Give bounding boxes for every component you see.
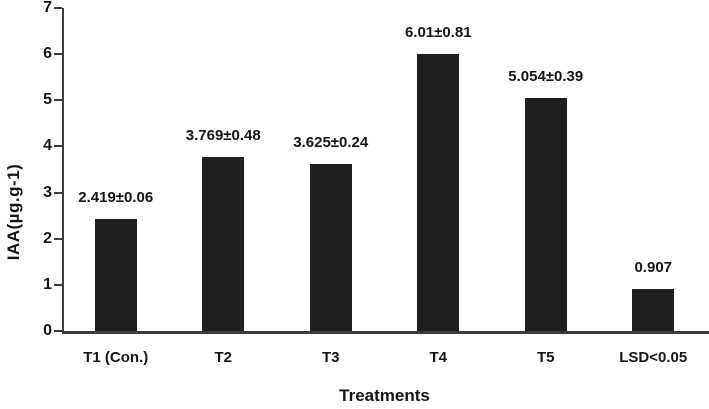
y-tick-label: 4 bbox=[43, 137, 52, 155]
y-tick-mark bbox=[54, 53, 62, 56]
y-tick-mark bbox=[54, 237, 62, 240]
x-tick-label: T3 bbox=[321, 349, 340, 366]
plot-area bbox=[62, 8, 709, 334]
y-tick-label: 0 bbox=[43, 322, 52, 339]
x-tick-label: T1 (Con.) bbox=[83, 349, 149, 366]
y-tick-label: 3 bbox=[43, 183, 52, 201]
y-tick-label: 1 bbox=[43, 275, 52, 293]
y-tick-mark bbox=[54, 7, 62, 9]
bar-value-label: 3.769±0.48 bbox=[185, 127, 261, 144]
y-tick-label: 5 bbox=[43, 91, 52, 109]
y-tick-mark bbox=[54, 99, 62, 102]
bar-6 bbox=[632, 289, 675, 331]
y-tick-label: 2 bbox=[43, 229, 52, 247]
bar-2 bbox=[202, 157, 245, 331]
bar-3 bbox=[309, 164, 352, 331]
bar-value-label: 6.01±0.81 bbox=[404, 24, 472, 41]
x-tick-label: LSD<0.05 bbox=[619, 349, 688, 366]
bar-value-label: 2.419±0.06 bbox=[78, 189, 154, 206]
x-tick-label: T5 bbox=[536, 349, 555, 366]
bar-4 bbox=[417, 54, 460, 331]
x-axis-title: Treatments bbox=[339, 386, 430, 405]
x-tick-label: T4 bbox=[429, 349, 447, 366]
bar-5 bbox=[524, 98, 567, 331]
y-tick-label: 7 bbox=[43, 0, 52, 16]
y-tick-mark bbox=[54, 191, 62, 194]
bar-1 bbox=[94, 219, 137, 331]
bar-value-label: 5.054±0.39 bbox=[508, 68, 584, 85]
y-axis-title: IAA(µg.g-1) bbox=[4, 163, 23, 261]
y-tick-mark bbox=[54, 330, 62, 332]
bar-value-label: 3.625±0.24 bbox=[293, 134, 369, 151]
y-tick-mark bbox=[54, 145, 62, 148]
y-tick-mark bbox=[54, 283, 62, 286]
bar-value-label: 0.907 bbox=[634, 259, 673, 276]
y-tick-label: 6 bbox=[43, 45, 52, 63]
x-tick-label: T2 bbox=[214, 349, 232, 366]
